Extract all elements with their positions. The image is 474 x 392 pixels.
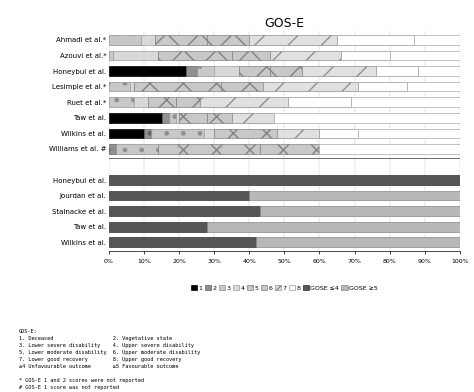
Bar [109,191,249,200]
Bar [109,129,144,138]
Bar [109,97,134,107]
Bar [176,97,200,107]
Bar [319,144,460,154]
Bar [407,82,460,91]
Bar [249,191,460,200]
Bar [155,35,207,45]
Bar [109,51,112,60]
Bar [109,222,207,232]
Bar [390,51,460,60]
Bar [214,129,277,138]
Bar [204,129,214,138]
Bar [109,35,141,45]
Bar [260,206,460,216]
Bar [158,51,232,60]
Bar [302,66,375,76]
Bar [270,66,302,76]
Bar [260,144,319,154]
Bar [134,82,221,91]
Bar [221,82,264,91]
Bar [186,66,197,76]
Bar [337,35,414,45]
Bar [288,97,351,107]
Bar [340,51,390,60]
Bar [200,97,288,107]
Bar [319,129,358,138]
Bar [151,129,204,138]
Bar [358,82,407,91]
Bar [130,82,134,91]
Bar [277,129,319,138]
Bar [144,129,151,138]
Bar [109,206,260,216]
Bar [147,97,176,107]
Bar [264,82,358,91]
Bar [109,175,460,185]
Bar [116,144,158,154]
Bar [141,35,155,45]
Bar [256,238,460,247]
Bar [249,35,337,45]
Bar [109,66,186,76]
Bar [414,35,460,45]
Bar [179,113,207,123]
Bar [351,97,460,107]
Bar [274,113,460,123]
Bar [232,113,274,123]
Bar [109,82,130,91]
Bar [232,51,270,60]
Bar [109,144,116,154]
Bar [158,144,260,154]
Bar [375,66,418,76]
Bar [418,66,460,76]
Title: GOS-E: GOS-E [264,17,304,30]
Bar [214,66,239,76]
Bar [270,51,340,60]
Bar [109,113,162,123]
Bar [358,129,460,138]
Bar [109,238,256,247]
Bar [162,113,169,123]
Bar [207,222,460,232]
Bar [239,66,270,76]
Bar [207,35,249,45]
Text: GOS-E:
1. Deceased                   2. Vegetative state
3. Lower severe disabil: GOS-E: 1. Deceased 2. Vegetative state 3… [19,329,200,390]
Bar [169,113,176,123]
Bar [176,113,179,123]
Legend: 1, 2, 3, 4, 5, 6, 7, 8, GOSE ≤4, GOSE ≥5: 1, 2, 3, 4, 5, 6, 7, 8, GOSE ≤4, GOSE ≥5 [189,283,380,293]
Bar [197,66,214,76]
Bar [134,97,147,107]
Bar [207,113,232,123]
Bar [112,51,158,60]
